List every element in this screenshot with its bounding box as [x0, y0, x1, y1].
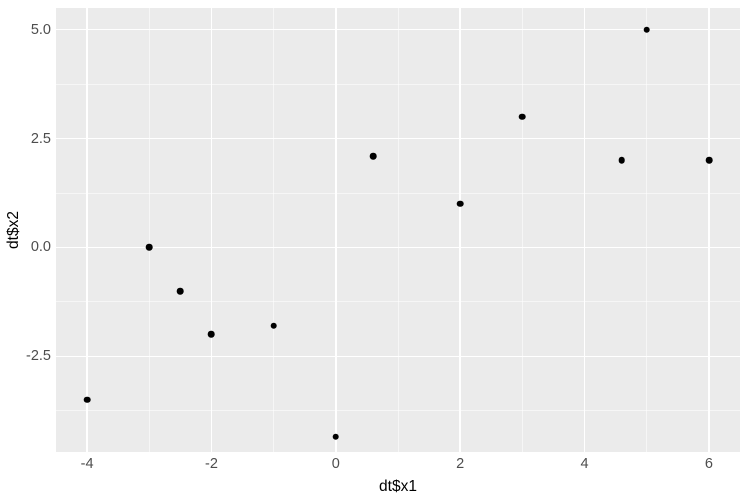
- data-point: [208, 331, 215, 338]
- data-point: [706, 157, 713, 164]
- data-point: [619, 157, 626, 164]
- x-gridline-major: [86, 8, 87, 452]
- x-gridline-minor: [646, 8, 647, 452]
- data-point: [519, 114, 526, 121]
- y-gridline-major: [56, 247, 740, 248]
- y-gridline-minor: [56, 301, 740, 302]
- x-gridline-major: [211, 8, 212, 452]
- y-tick-label: -2.5: [26, 348, 51, 364]
- x-gridline-major: [584, 8, 585, 452]
- data-point: [457, 201, 464, 208]
- x-tick-label: -2: [205, 456, 218, 472]
- data-point: [333, 433, 340, 440]
- x-gridline-minor: [522, 8, 523, 452]
- x-tick-label: -4: [81, 456, 94, 472]
- y-gridline-major: [56, 356, 740, 357]
- y-gridline-minor: [56, 84, 740, 85]
- data-point: [270, 322, 277, 329]
- y-tick-label: 2.5: [31, 131, 51, 147]
- data-point: [84, 396, 91, 403]
- y-gridline-minor: [56, 193, 740, 194]
- y-gridline-major: [56, 138, 740, 139]
- x-gridline-minor: [398, 8, 399, 452]
- y-gridline-minor: [56, 410, 740, 411]
- scatter-chart: dt$x1 dt$x2 -4 -2 0 2 4 6 -2.5 0.0 2.5 5.0: [0, 0, 747, 500]
- x-axis-title: dt$x1: [379, 478, 417, 496]
- y-gridline-major: [56, 29, 740, 30]
- plot-panel: [56, 8, 740, 452]
- x-tick-label: 0: [332, 456, 340, 472]
- x-gridline-minor: [273, 8, 274, 452]
- y-tick-label: 0.0: [31, 239, 51, 255]
- data-point: [370, 153, 377, 160]
- x-gridline-major: [708, 8, 709, 452]
- x-tick-label: 2: [456, 456, 464, 472]
- x-tick-label: 6: [705, 456, 713, 472]
- x-gridline-minor: [149, 8, 150, 452]
- x-gridline-major: [459, 8, 460, 452]
- data-point: [643, 26, 650, 33]
- y-tick-label: 5.0: [31, 22, 51, 38]
- y-axis-title: dt$x2: [5, 211, 23, 249]
- data-point: [177, 288, 184, 295]
- data-point: [146, 244, 153, 251]
- x-tick-label: 4: [580, 456, 588, 472]
- x-gridline-major: [335, 8, 336, 452]
